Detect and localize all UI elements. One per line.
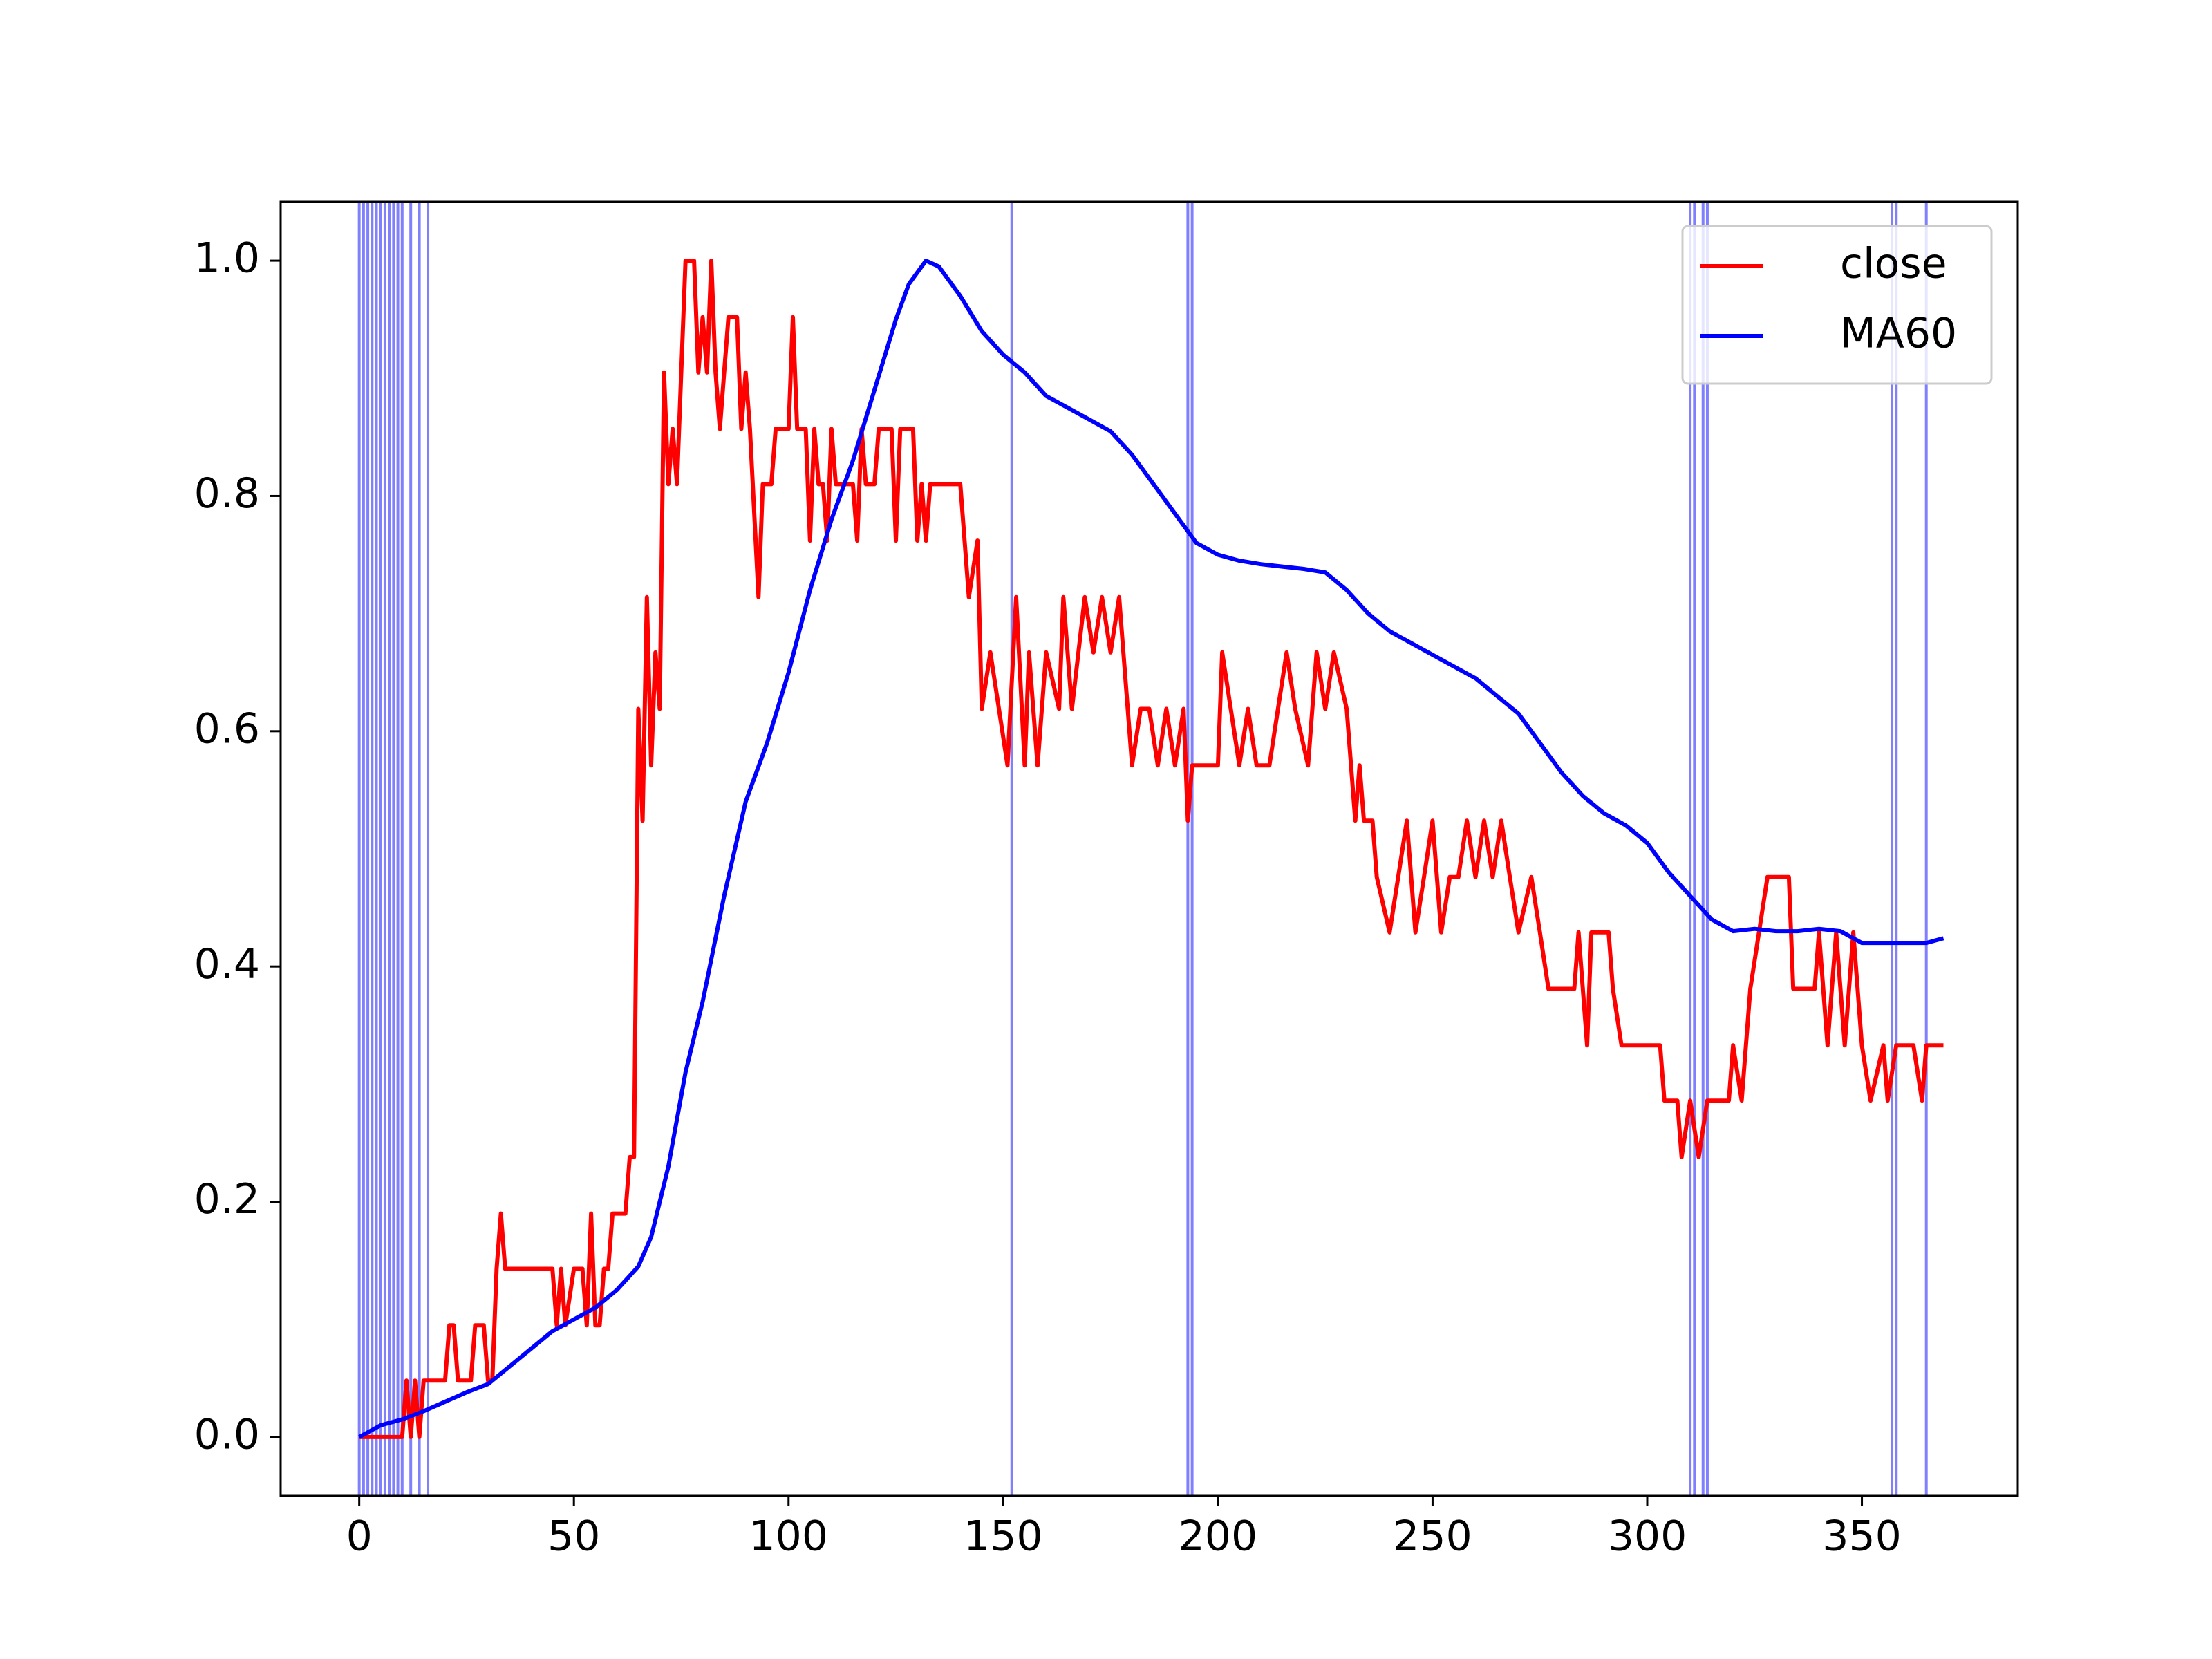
y-tick-label: 0.0 bbox=[194, 1411, 260, 1459]
series-line bbox=[359, 259, 1944, 1439]
x-tick-label: 200 bbox=[1179, 1512, 1258, 1561]
x-tick-label: 250 bbox=[1393, 1512, 1472, 1561]
legend-label: MA60 bbox=[1840, 310, 1957, 358]
x-tick-label: 300 bbox=[1608, 1512, 1687, 1561]
y-tick-label: 0.8 bbox=[194, 469, 260, 518]
y-tick-label: 0.4 bbox=[194, 940, 260, 988]
x-tick-label: 50 bbox=[547, 1512, 600, 1561]
plot-area bbox=[357, 202, 1944, 1496]
legend-label: close bbox=[1840, 240, 1947, 288]
series-line bbox=[358, 259, 1944, 1439]
x-tick-label: 0 bbox=[346, 1512, 373, 1561]
y-tick-label: 0.6 bbox=[194, 704, 260, 753]
x-tick-label: 350 bbox=[1822, 1512, 1902, 1561]
x-tick-label: 150 bbox=[964, 1512, 1043, 1561]
y-tick-label: 0.2 bbox=[194, 1175, 260, 1224]
x-tick-label: 100 bbox=[749, 1512, 829, 1561]
y-tick-label: 1.0 bbox=[194, 234, 260, 283]
plot-frame bbox=[279, 200, 2019, 1497]
